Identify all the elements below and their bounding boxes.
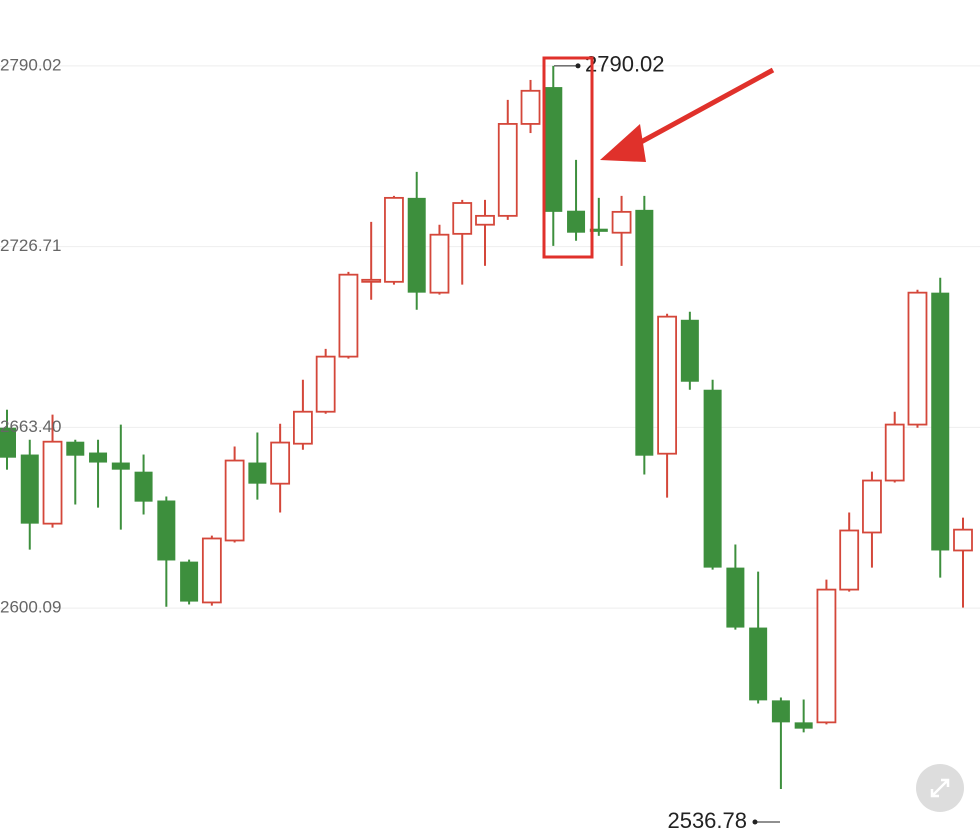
candle-body [66,441,85,456]
candle-body [157,500,176,561]
highlight-box [542,56,594,259]
candle-body [20,454,39,524]
candle-body [384,196,404,283]
candle-body [567,210,586,233]
candle-body [248,462,267,484]
candle-body [520,89,541,125]
candle-body [89,452,108,463]
candle-body [407,197,426,293]
candle-body [293,410,313,445]
candle-body [111,462,130,470]
candle-body [749,627,768,701]
candles [0,65,973,789]
candle-body [771,700,790,723]
candle-body [0,427,16,458]
candle-body [452,202,473,235]
candle-body [611,210,632,234]
y-tick-label: 2600.09 [0,598,61,617]
candle-body [635,209,654,456]
candle-body [42,440,63,525]
candle-body [497,123,518,217]
candle-body [907,291,928,426]
candle-body [475,214,495,226]
candle-body [544,87,563,212]
arrow-shaft [628,67,775,151]
y-tick-label: 2726.71 [0,236,61,255]
candle-body [953,528,973,552]
labels: 2790.02 2726.71 2663.40 2600.09 2790.02 2536.… [0,52,780,832]
candle-body [884,423,905,482]
y-tick-label: 2663.40 [0,417,61,436]
candle-body [931,292,950,551]
candle-body [315,355,336,413]
candle-body [224,459,245,542]
candle-body [180,561,199,602]
arrow-head [600,124,646,162]
candle-body [816,588,837,724]
candle-body [703,389,722,568]
candle-body [270,441,291,485]
expand-icon [930,778,950,798]
candle-body [134,471,153,502]
candle-body [361,278,382,283]
low-annotation: 2536.78 [667,808,747,832]
candle-body [794,722,813,729]
candle-body [429,233,450,294]
candle-body [338,273,359,358]
candle-body [201,537,222,604]
candle-body [680,319,699,382]
y-tick-label: 2790.02 [0,55,61,74]
annotation-dot [575,63,581,69]
candle-body [862,479,882,534]
candle-body [657,315,677,455]
candle-body [589,228,608,232]
candle-body [726,567,745,628]
grid [0,65,980,609]
candle-body [839,529,860,591]
high-annotation: 2790.02 [585,52,665,77]
